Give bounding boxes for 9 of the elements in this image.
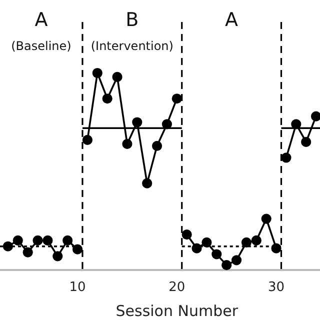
x-tick-label: 10 — [69, 280, 86, 296]
text: (Intervention) — [90, 39, 174, 53]
text: A — [34, 9, 48, 31]
x-tick-label: 30 — [268, 280, 285, 296]
text: A — [225, 9, 238, 31]
text: B — [126, 9, 139, 31]
x-tick-label: 20 — [168, 280, 186, 296]
x-axis-title: Session Number — [116, 302, 239, 320]
text: (Baseline) — [11, 39, 72, 53]
